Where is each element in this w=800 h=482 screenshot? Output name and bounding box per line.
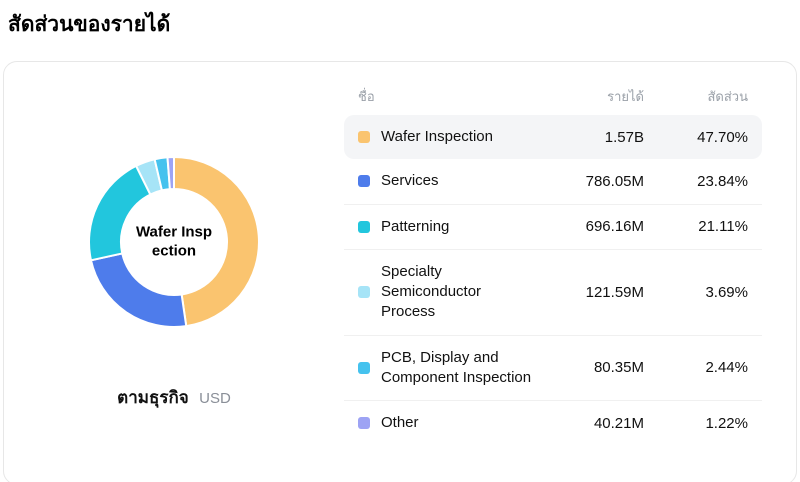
series-swatch — [358, 220, 370, 233]
revenue-breakdown-card: Wafer Insp ection ตามธุรกิจ USD ชื่อ ราย… — [3, 61, 797, 482]
series-swatch — [358, 175, 370, 188]
chart-caption: ตามธุรกิจ USD — [117, 384, 231, 411]
row-name: Services — [381, 172, 439, 190]
row-revenue: 40.21M — [593, 414, 644, 432]
row-name: Wafer Inspection — [381, 128, 493, 145]
row-share: 47.70% — [697, 128, 748, 146]
series-swatch — [358, 361, 370, 374]
donut-segment-5[interactable] — [166, 156, 175, 191]
donut-chart-wrap: Wafer Insp ection — [64, 132, 284, 352]
row-share: 3.69% — [705, 283, 748, 301]
row-revenue: 1.57B — [604, 128, 644, 146]
row-share: 21.11% — [698, 218, 748, 236]
row-name: Patterning — [381, 217, 450, 235]
series-swatch — [358, 286, 370, 299]
header-name: ชื่อ — [358, 89, 375, 104]
row-share: 23.84% — [697, 172, 748, 190]
table-row-patterning[interactable]: Patterning 696.16M 21.11% — [344, 203, 762, 249]
donut-chart-panel: Wafer Insp ection ตามธุรกิจ USD — [4, 62, 344, 482]
row-revenue: 80.35M — [593, 359, 644, 377]
donut-segment-0[interactable] — [173, 156, 260, 328]
series-swatch — [358, 417, 370, 430]
page-title: สัดส่วนของรายได้ — [8, 13, 171, 36]
header-revenue: รายได้ — [607, 89, 644, 104]
table-row-specialty-semiconductor-process[interactable]: Specialty Semiconductor Process 121.59M … — [344, 248, 762, 335]
row-share: 2.44% — [705, 359, 748, 377]
header-share: สัดส่วน — [707, 89, 749, 104]
row-share: 1.22% — [705, 414, 748, 432]
row-name: Other — [381, 414, 419, 431]
table-row-other[interactable]: Other 40.21M 1.22% — [344, 400, 762, 445]
donut-segment-1[interactable] — [90, 252, 188, 328]
row-name: PCB, Display and Component Inspection — [381, 348, 532, 386]
row-revenue: 696.16M — [585, 218, 644, 236]
series-swatch — [358, 131, 370, 144]
table-header-row: ชื่อ รายได้ สัดส่วน — [344, 86, 762, 107]
revenue-table: ชื่อ รายได้ สัดส่วน Wafer Inspection 1.5… — [344, 62, 796, 482]
caption-currency: USD — [199, 390, 231, 407]
revenue-donut-chart[interactable] — [64, 132, 284, 352]
caption-label: ตามธุรกิจ — [117, 388, 189, 407]
table-row-services[interactable]: Services 786.05M 23.84% — [344, 159, 762, 203]
row-revenue: 786.05M — [585, 172, 644, 190]
table-row-wafer-inspection[interactable]: Wafer Inspection 1.57B 47.70% — [344, 115, 762, 160]
row-revenue: 121.59M — [585, 283, 644, 301]
table-row-pcb-display-component-inspection[interactable]: PCB, Display and Component Inspection 80… — [344, 334, 762, 401]
row-name: Specialty Semiconductor Process — [381, 262, 482, 321]
donut-segment-2[interactable] — [88, 164, 152, 262]
